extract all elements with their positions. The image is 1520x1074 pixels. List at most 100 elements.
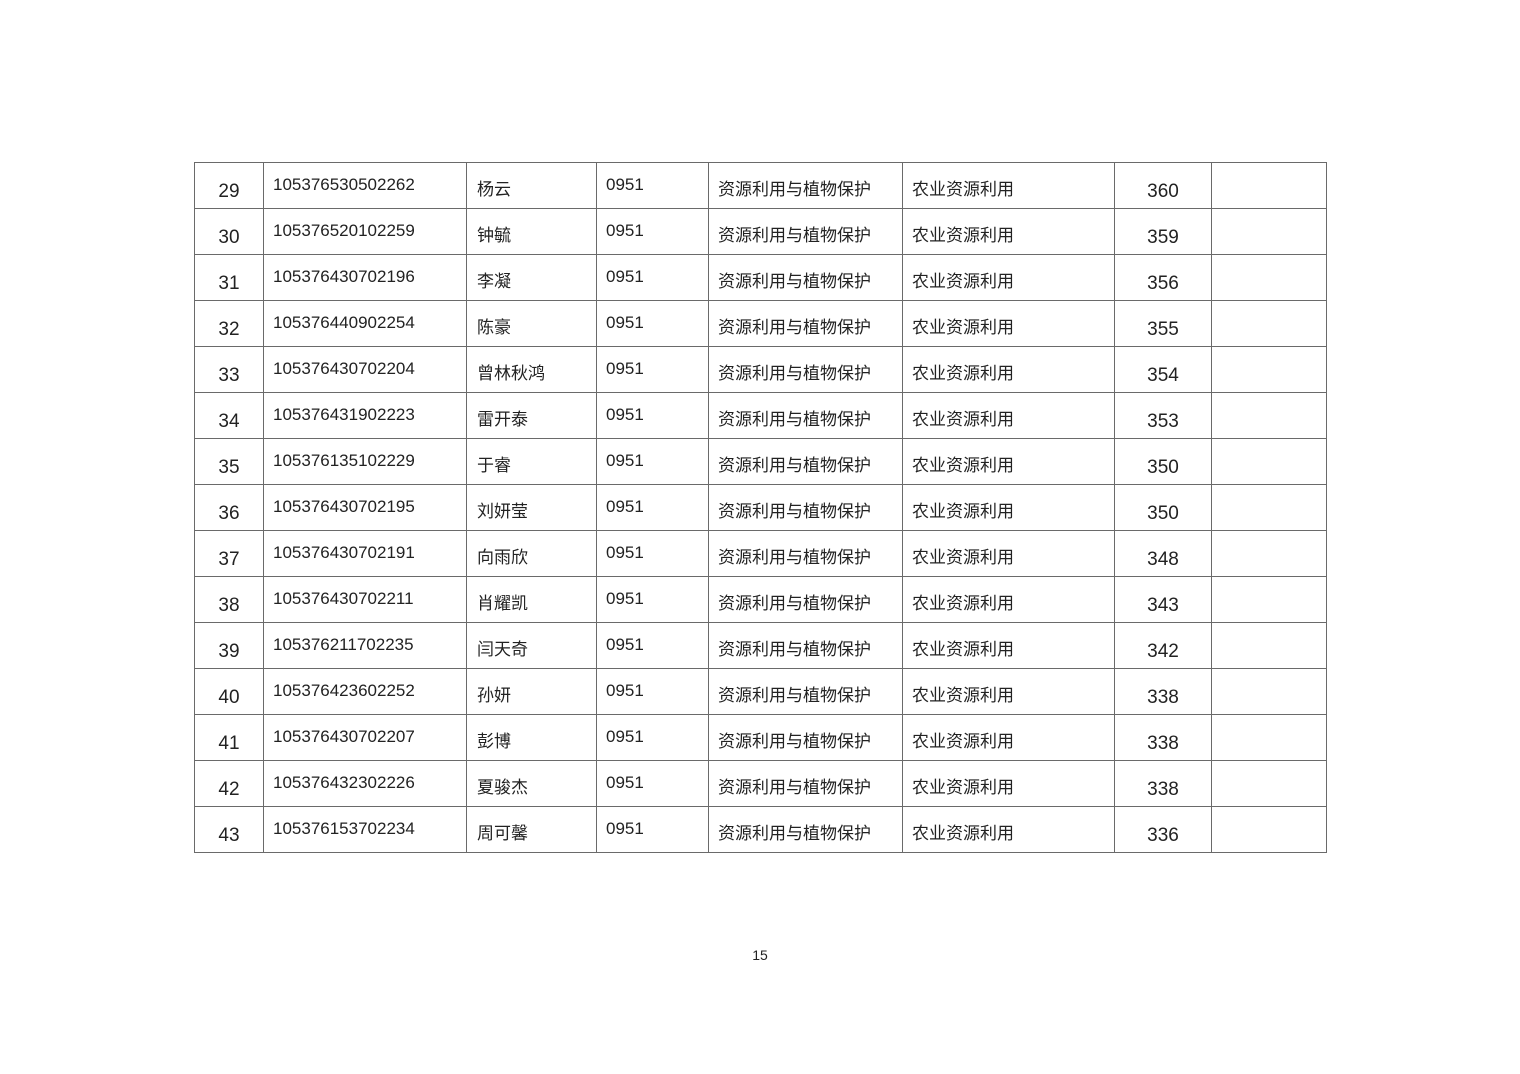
major-code-cell: 0951 [596,300,709,347]
major-name: 资源利用与植物保护 [718,594,871,613]
candidate-id-cell: 105376431902223 [263,392,467,439]
candidate-id-cell: 105376430702196 [263,254,467,301]
candidate-id-cell: 105376430702207 [263,714,467,761]
row-number: 31 [218,273,240,294]
candidate-id-cell: 105376530502262 [263,162,467,209]
total-score-cell: 342 [1114,622,1212,669]
total-score-cell: 359 [1114,208,1212,255]
major-code: 0951 [606,635,644,654]
candidate-name: 陈豪 [477,318,511,337]
total-score: 354 [1147,365,1179,386]
candidate-id-cell: 105376440902254 [263,300,467,347]
table-row: 31 105376430702196 李凝 0951 资源利用与植物保护 农业资源利用 35… [194,254,1327,301]
candidate-name-cell: 曾林秋鸿 [466,346,597,393]
row-number: 39 [218,641,240,662]
major-name-cell: 资源利用与植物保护 [708,622,903,669]
total-score-cell: 353 [1114,392,1212,439]
remark-cell [1211,392,1327,439]
total-score-cell: 356 [1114,254,1212,301]
total-score-cell: 336 [1114,806,1212,853]
row-number: 29 [218,181,240,202]
remark-cell [1211,484,1327,531]
research-direction-cell: 农业资源利用 [902,668,1115,715]
row-number: 43 [218,825,240,846]
major-name-cell: 资源利用与植物保护 [708,254,903,301]
table-body: 29 105376530502262 杨云 0951 资源利用与植物保护 农业资源利用 36… [194,162,1327,853]
major-code-cell: 0951 [596,714,709,761]
total-score-cell: 338 [1114,714,1212,761]
remark-cell [1211,346,1327,393]
candidate-name: 钟毓 [477,226,511,245]
major-code: 0951 [606,405,644,424]
major-code-cell: 0951 [596,254,709,301]
candidate-name-cell: 于睿 [466,438,597,485]
row-number-cell: 29 [194,162,264,209]
remark-cell [1211,760,1327,807]
major-name-cell: 资源利用与植物保护 [708,668,903,715]
major-name: 资源利用与植物保护 [718,272,871,291]
major-code-cell: 0951 [596,622,709,669]
row-number-cell: 38 [194,576,264,623]
table-row: 37 105376430702191 向雨欣 0951 资源利用与植物保护 农业资源利用 3… [194,530,1327,577]
research-direction-cell: 农业资源利用 [902,392,1115,439]
candidate-name: 肖耀凯 [477,594,528,613]
row-number-cell: 43 [194,806,264,853]
table-row: 29 105376530502262 杨云 0951 资源利用与植物保护 农业资源利用 36… [194,162,1327,209]
major-code-cell: 0951 [596,668,709,715]
major-code-cell: 0951 [596,760,709,807]
row-number: 36 [218,503,240,524]
research-direction: 农业资源利用 [912,502,1014,521]
major-name: 资源利用与植物保护 [718,640,871,659]
major-name-cell: 资源利用与植物保护 [708,438,903,485]
candidate-name-cell: 雷开泰 [466,392,597,439]
candidate-id: 105376440902254 [273,313,415,332]
total-score-cell: 343 [1114,576,1212,623]
candidate-name-cell: 刘妍莹 [466,484,597,531]
major-code: 0951 [606,497,644,516]
candidate-name: 孙妍 [477,686,511,705]
row-number-cell: 32 [194,300,264,347]
major-name: 资源利用与植物保护 [718,180,871,199]
candidate-name-cell: 彭博 [466,714,597,761]
candidate-id: 105376430702204 [273,359,415,378]
candidate-name: 夏骏杰 [477,778,528,797]
remark-cell [1211,300,1327,347]
major-name: 资源利用与植物保护 [718,456,871,475]
total-score: 353 [1147,411,1179,432]
major-name-cell: 资源利用与植物保护 [708,162,903,209]
total-score: 342 [1147,641,1179,662]
candidate-name-cell: 李凝 [466,254,597,301]
candidate-id-cell: 105376520102259 [263,208,467,255]
major-name-cell: 资源利用与植物保护 [708,760,903,807]
major-code-cell: 0951 [596,208,709,255]
research-direction: 农业资源利用 [912,180,1014,199]
total-score-cell: 354 [1114,346,1212,393]
candidate-name: 向雨欣 [477,548,528,567]
candidate-name: 周可馨 [477,824,528,843]
research-direction-cell: 农业资源利用 [902,576,1115,623]
candidate-id: 105376135102229 [273,451,415,470]
major-name: 资源利用与植物保护 [718,318,871,337]
major-code-cell: 0951 [596,162,709,209]
candidate-name: 闫天奇 [477,640,528,659]
remark-cell [1211,806,1327,853]
row-number: 38 [218,595,240,616]
candidate-name-cell: 夏骏杰 [466,760,597,807]
major-code: 0951 [606,359,644,378]
candidate-name-cell: 肖耀凯 [466,576,597,623]
total-score: 336 [1147,825,1179,846]
total-score-cell: 355 [1114,300,1212,347]
research-direction-cell: 农业资源利用 [902,530,1115,577]
total-score-cell: 348 [1114,530,1212,577]
candidate-id: 105376530502262 [273,175,415,194]
major-name: 资源利用与植物保护 [718,778,871,797]
table-row: 36 105376430702195 刘妍莹 0951 资源利用与植物保护 农业资源利用 3… [194,484,1327,531]
candidate-id-cell: 105376432302226 [263,760,467,807]
candidate-name-cell: 周可馨 [466,806,597,853]
total-score: 348 [1147,549,1179,570]
remark-cell [1211,530,1327,577]
candidate-name: 杨云 [477,180,511,199]
major-code-cell: 0951 [596,806,709,853]
research-direction-cell: 农业资源利用 [902,484,1115,531]
major-code: 0951 [606,543,644,562]
